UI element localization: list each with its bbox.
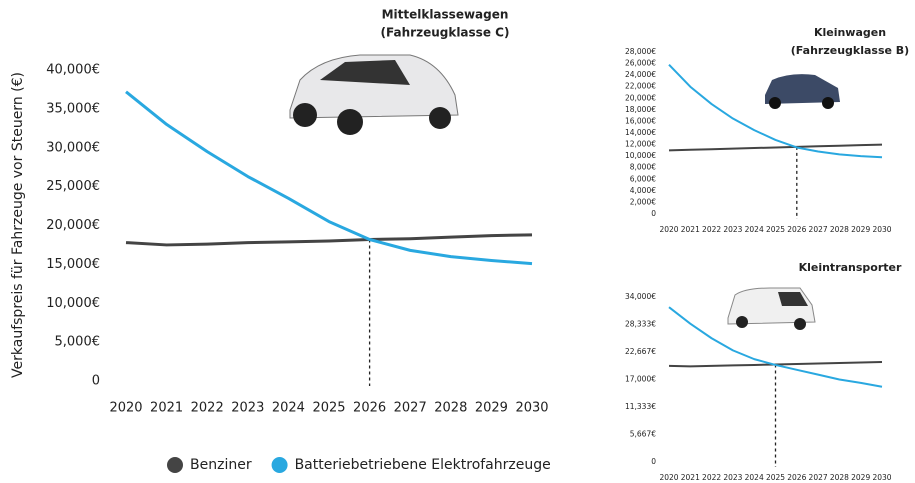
legend-label: Batteriebetriebene Elektrofahrzeuge — [295, 457, 551, 473]
x-tick-label: 2023 — [723, 473, 742, 482]
y-tick-label: 10,000€ — [46, 296, 100, 311]
car-image — [289, 54, 459, 135]
y-tick-label: 25,000€ — [46, 179, 100, 194]
x-tick-label: 2024 — [745, 225, 764, 234]
y-tick-label: 11,333€ — [625, 402, 656, 411]
y-tick-label: 16,000€ — [625, 116, 656, 125]
x-tick-label: 2020 — [109, 401, 142, 416]
y-tick-label: 0 — [92, 374, 100, 389]
y-tick-label: 28,333€ — [625, 320, 656, 329]
series-line — [668, 64, 883, 159]
y-tick-label: 35,000€ — [46, 101, 100, 116]
x-tick-label: 2023 — [723, 225, 742, 234]
x-tick-label: 2029 — [851, 473, 870, 482]
chart-title: Mittelklassewagen — [382, 8, 509, 22]
y-tick-label: 4,000€ — [630, 186, 656, 195]
car-image — [765, 74, 840, 109]
y-tick-label: 5,667€ — [630, 429, 656, 438]
y-tick-label: 0 — [651, 457, 656, 466]
x-tick-label: 2026 — [787, 473, 806, 482]
x-tick-label: 2020 — [659, 225, 678, 234]
series-line — [125, 90, 533, 266]
series-line — [668, 143, 883, 152]
chart-subtitle: (Fahrzeugklasse C) — [381, 26, 510, 40]
chart-title: Kleinwagen — [814, 26, 886, 39]
x-tick-label: 2022 — [702, 225, 721, 234]
x-tick-label: 2028 — [830, 225, 849, 234]
y-tick-label: 6,000€ — [630, 174, 656, 183]
y-tick-label: 12,000€ — [625, 140, 656, 149]
y-tick-label: 28,000€ — [625, 47, 656, 56]
y-tick-label: 18,000€ — [625, 105, 656, 114]
x-tick-label: 2022 — [702, 473, 721, 482]
series-line — [668, 306, 883, 388]
x-tick-label: 2025 — [766, 473, 785, 482]
x-tick-label: 2023 — [231, 401, 264, 416]
y-tick-label: 20,000€ — [46, 218, 100, 233]
x-tick-label: 2024 — [272, 401, 305, 416]
x-tick-label: 2021 — [150, 401, 183, 416]
x-tick-label: 2026 — [353, 401, 386, 416]
chart-subtitle: (Fahrzeugklasse B) — [791, 44, 909, 57]
y-tick-label: 34,000€ — [625, 292, 656, 301]
y-tick-label: 22,667€ — [625, 347, 656, 356]
y-tick-label: 8,000€ — [630, 163, 656, 172]
x-tick-label: 2020 — [659, 473, 678, 482]
x-tick-label: 2029 — [475, 401, 508, 416]
x-tick-label: 2029 — [851, 225, 870, 234]
y-tick-label: 5,000€ — [55, 335, 101, 350]
x-tick-label: 2030 — [872, 473, 891, 482]
y-tick-label: 24,000€ — [625, 70, 656, 79]
y-tick-label: 17,000€ — [625, 375, 656, 384]
legend-label: Benziner — [190, 457, 252, 473]
x-tick-label: 2028 — [434, 401, 467, 416]
x-tick-label: 2021 — [681, 225, 700, 234]
x-tick-label: 2028 — [830, 473, 849, 482]
y-tick-label: 15,000€ — [46, 257, 100, 272]
y-tick-label: 14,000€ — [625, 128, 656, 137]
x-tick-label: 2025 — [766, 225, 785, 234]
y-tick-label: 2,000€ — [630, 197, 656, 206]
van-image — [727, 287, 816, 330]
y-tick-label: 22,000€ — [625, 82, 656, 91]
legend-marker — [167, 457, 183, 473]
x-tick-label: 2027 — [809, 225, 828, 234]
y-tick-label: 10,000€ — [625, 151, 656, 160]
y-tick-label: 40,000€ — [46, 63, 100, 78]
y-tick-label: 30,000€ — [46, 140, 100, 155]
y-axis-label: Verkaufspreis für Fahrzeuge vor Steuern … — [10, 72, 26, 378]
x-tick-label: 2026 — [787, 225, 806, 234]
series-line — [125, 233, 533, 247]
y-tick-label: 0 — [651, 209, 656, 218]
x-tick-label: 2027 — [394, 401, 427, 416]
y-tick-label: 20,000€ — [625, 93, 656, 102]
legend-marker — [271, 457, 288, 473]
x-tick-label: 2025 — [312, 401, 345, 416]
x-tick-label: 2024 — [745, 473, 764, 482]
x-tick-label: 2021 — [681, 473, 700, 482]
x-tick-label: 2030 — [515, 401, 548, 416]
x-tick-label: 2022 — [191, 401, 224, 416]
x-tick-label: 2027 — [809, 473, 828, 482]
y-tick-label: 26,000€ — [625, 59, 656, 68]
x-tick-label: 2030 — [872, 225, 891, 234]
chart-title: Kleintransporter — [799, 261, 902, 274]
